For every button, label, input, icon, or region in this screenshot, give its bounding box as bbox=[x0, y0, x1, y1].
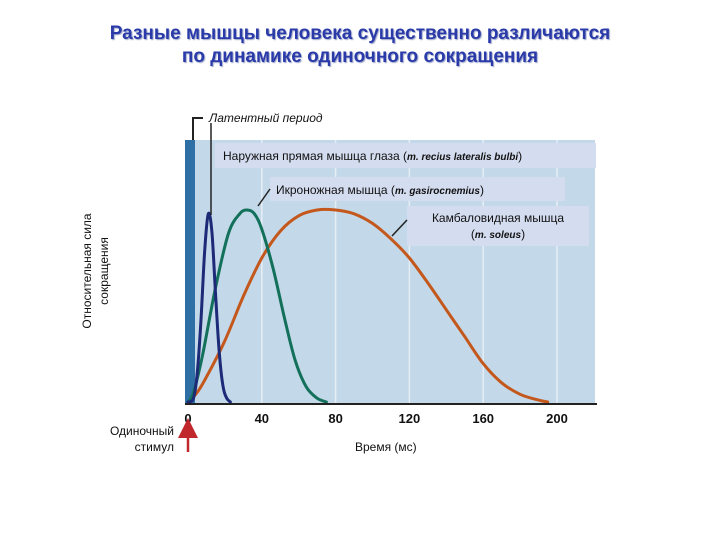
series-line-eye bbox=[186, 211, 232, 404]
eye-label: Наружная прямая мышца глаза (m. recius l… bbox=[223, 149, 522, 163]
soleus-label-line1: Камбаловидная мышца bbox=[432, 211, 564, 225]
soleus-label-latin: m. soleus bbox=[475, 230, 522, 241]
gastro-label-box bbox=[270, 177, 565, 201]
stimulus-band bbox=[185, 140, 195, 404]
stimulus-label: Одиночный стимул bbox=[96, 423, 174, 455]
x-tick-label: 80 bbox=[328, 411, 342, 426]
x-tick-labels: 0 40 80 120 160 200 bbox=[184, 411, 567, 426]
gastro-label-latin: m. gasirocnemius bbox=[395, 186, 480, 197]
eye-label-close: ) bbox=[518, 149, 522, 163]
x-tick-label: 160 bbox=[472, 411, 494, 426]
y-axis-label-line-1: Относительная сила bbox=[80, 213, 94, 329]
stimulus-label-line-2: стимул bbox=[134, 440, 174, 454]
curves bbox=[186, 207, 550, 404]
gastro-label-text: Икроножная мышца ( bbox=[276, 183, 395, 197]
series-line-soleus bbox=[186, 207, 550, 404]
soleus-label-close: ) bbox=[521, 227, 525, 241]
title-line-2: по динамике одиночного сокращения bbox=[181, 46, 539, 67]
soleus-label-box bbox=[407, 206, 589, 246]
x-axis-label: Время (мс) bbox=[355, 440, 417, 454]
x-tick-label: 200 bbox=[546, 411, 568, 426]
latent-period-label: Латентный период bbox=[208, 111, 323, 125]
eye-label-text: Наружная прямая мышца глаза ( bbox=[223, 149, 407, 163]
y-axis-label-line-2: сокращения bbox=[97, 237, 111, 305]
soleus-label-line2: (m. soleus) bbox=[471, 227, 525, 241]
x-tick-label: 0 bbox=[184, 411, 191, 426]
latent-period-bracket bbox=[192, 117, 203, 140]
gastro-label-close: ) bbox=[480, 183, 484, 197]
gastro-label: Икроножная мышца (m. gasirocnemius) bbox=[276, 183, 484, 197]
soleus-label-pointer bbox=[391, 219, 408, 237]
title-line-1: Разные мышцы человека существенно различ… bbox=[109, 23, 611, 44]
x-tick-label: 120 bbox=[399, 411, 421, 426]
eye-label-box bbox=[215, 143, 596, 168]
page-title: Разные мышцы человека существенно различ… bbox=[0, 22, 720, 68]
gastro-label-pointer bbox=[257, 188, 271, 207]
y-axis-label: Относительная сила сокращения bbox=[79, 191, 113, 351]
soleus-label-open: ( bbox=[471, 227, 475, 241]
series-line-gastro bbox=[186, 208, 328, 404]
x-tick-label: 40 bbox=[255, 411, 269, 426]
eye-label-latin: m. recius lateralis bulbi bbox=[407, 152, 518, 163]
stimulus-label-line-1: Одиночный bbox=[109, 424, 174, 438]
